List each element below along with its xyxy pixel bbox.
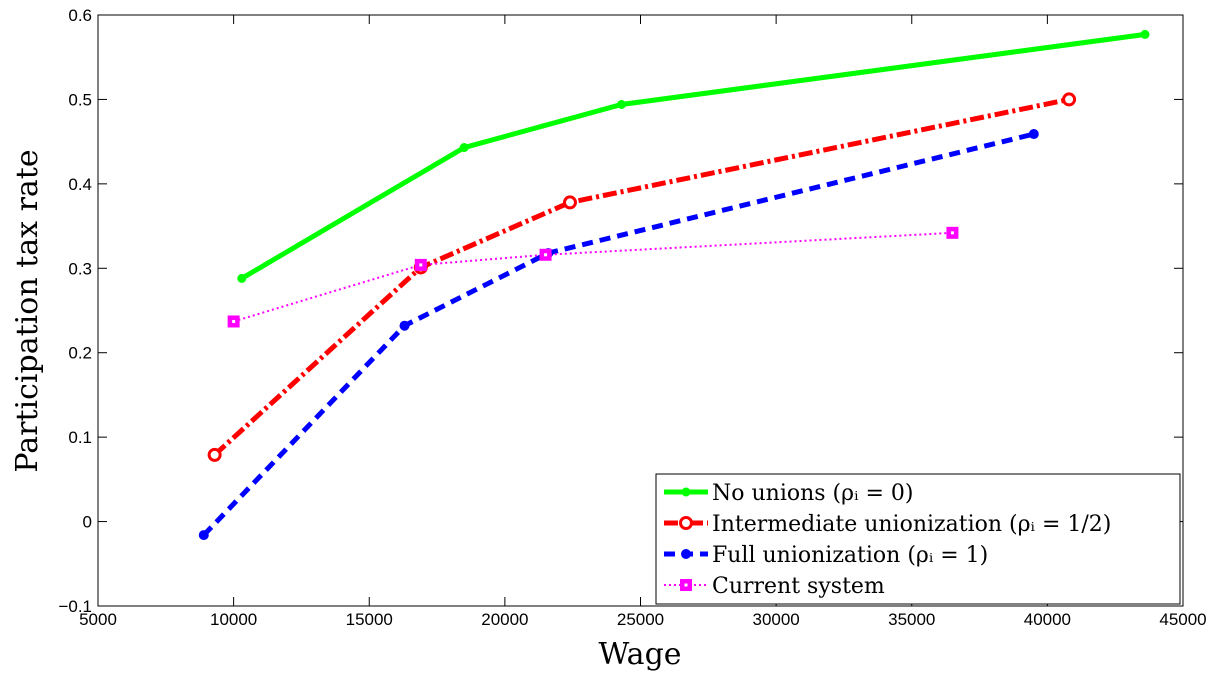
- legend: No unions (ρᵢ = 0) Intermediate unionizat…: [655, 473, 1181, 605]
- legend-item: Intermediate unionization (ρᵢ = 1/2): [664, 512, 1111, 537]
- data-point: [459, 143, 469, 153]
- legend-marker: [681, 549, 691, 559]
- y-tick-label: 0.1: [68, 428, 92, 447]
- series-line: [201, 131, 1035, 537]
- y-tick-label: 0.4: [68, 175, 92, 194]
- series-2: [207, 92, 1077, 462]
- legend-item: Current system: [664, 574, 885, 599]
- data-point-center: [544, 253, 548, 257]
- legend-marker: [681, 487, 691, 497]
- data-point-center: [419, 263, 423, 267]
- y-tick-label: 0.3: [68, 259, 92, 278]
- x-tick-label: 20000: [481, 610, 528, 629]
- data-point-center: [950, 231, 954, 235]
- data-point: [237, 273, 247, 283]
- legend-box: [655, 473, 1181, 605]
- data-point-center: [232, 319, 236, 323]
- data-point: [1140, 29, 1150, 39]
- y-tick-label: 0.5: [68, 90, 92, 109]
- y-tick-label: 0: [83, 513, 92, 532]
- x-axis: 5000 10000 15000 20000 25000 30000 35000 40000 4…: [79, 15, 1207, 629]
- x-tick-label: 25000: [617, 610, 664, 629]
- legend-marker: [679, 516, 693, 530]
- y-tick-label: −0.1: [58, 597, 92, 616]
- x-tick-label: 35000: [888, 610, 935, 629]
- series-line: [233, 231, 953, 323]
- x-tick-label: 30000: [752, 610, 799, 629]
- data-point: [617, 99, 627, 109]
- legend-label: Current system: [712, 574, 885, 599]
- series-layer: [198, 29, 1150, 541]
- series-1: [237, 29, 1150, 283]
- x-axis-title: Wage: [598, 637, 681, 672]
- legend-item: Full unionization (ρᵢ = 1): [664, 543, 988, 568]
- x-tick-label: 15000: [346, 610, 393, 629]
- legend-marker-center: [684, 583, 688, 587]
- legend-label: No unions (ρᵢ = 0): [712, 481, 914, 506]
- x-tick-label: 10000: [210, 610, 257, 629]
- x-tick-label: 45000: [1159, 610, 1206, 629]
- data-point: [399, 320, 410, 331]
- data-point: [1028, 129, 1039, 140]
- y-tick-label: 0.2: [68, 344, 92, 363]
- legend-items: No unions (ρᵢ = 0) Intermediate unionizat…: [664, 481, 1111, 599]
- data-point: [1062, 92, 1077, 107]
- y-tick-label: 0.6: [68, 6, 92, 25]
- series-4: [227, 226, 959, 328]
- y-axis: −0.1 0 0.1 0.2 0.3 0.4 0.5 0.6: [58, 6, 1183, 616]
- data-point: [207, 447, 222, 462]
- x-tick-label: 40000: [1024, 610, 1071, 629]
- y-axis-title: Participation tax rate: [10, 149, 45, 472]
- data-point: [198, 530, 209, 541]
- series-line: [212, 96, 1070, 457]
- x-tick-label: 5000: [79, 610, 117, 629]
- data-point: [562, 195, 577, 210]
- legend-item: No unions (ρᵢ = 0): [664, 481, 914, 506]
- legend-label: Intermediate unionization (ρᵢ = 1/2): [712, 512, 1111, 537]
- legend-label: Full unionization (ρᵢ = 1): [712, 543, 988, 568]
- series-line: [240, 31, 1146, 281]
